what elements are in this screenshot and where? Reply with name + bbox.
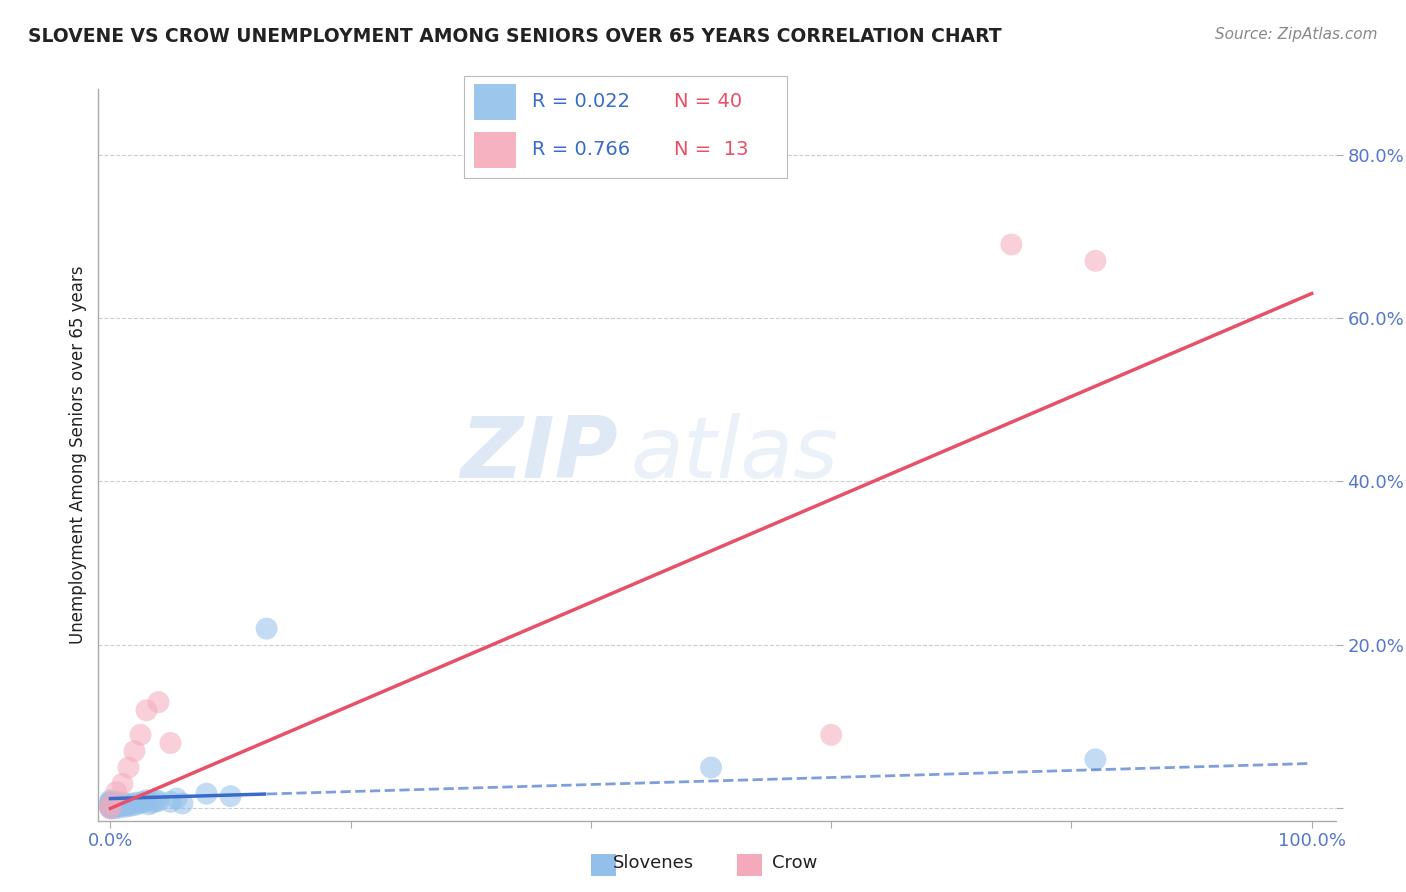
- Point: [111, 777, 134, 791]
- Point: [100, 795, 122, 809]
- Point: [135, 703, 157, 717]
- Point: [148, 794, 170, 808]
- Point: [114, 799, 136, 814]
- Point: [124, 744, 146, 758]
- FancyBboxPatch shape: [474, 84, 516, 120]
- Point: [124, 798, 146, 813]
- Point: [1084, 253, 1107, 268]
- Point: [108, 799, 131, 814]
- Point: [1000, 237, 1022, 252]
- Point: [172, 797, 194, 811]
- Point: [100, 799, 122, 814]
- Point: [100, 797, 122, 811]
- FancyBboxPatch shape: [474, 132, 516, 168]
- Point: [1084, 752, 1107, 766]
- Point: [100, 801, 122, 815]
- Point: [138, 797, 160, 812]
- Text: N =  13: N = 13: [675, 140, 748, 159]
- Point: [117, 797, 139, 812]
- Point: [700, 760, 723, 774]
- Text: SLOVENE VS CROW UNEMPLOYMENT AMONG SENIORS OVER 65 YEARS CORRELATION CHART: SLOVENE VS CROW UNEMPLOYMENT AMONG SENIO…: [28, 27, 1001, 45]
- Point: [115, 798, 138, 813]
- Point: [159, 736, 181, 750]
- Point: [111, 796, 134, 810]
- Point: [135, 793, 157, 807]
- Point: [105, 795, 128, 809]
- Point: [108, 800, 131, 814]
- Point: [117, 760, 139, 774]
- Point: [100, 797, 122, 812]
- Point: [145, 794, 167, 808]
- Point: [104, 799, 127, 814]
- Point: [129, 797, 152, 811]
- Point: [100, 797, 122, 812]
- Point: [100, 800, 122, 814]
- Point: [118, 799, 141, 814]
- Point: [132, 795, 155, 809]
- Point: [100, 796, 122, 810]
- Point: [103, 801, 125, 815]
- Point: [100, 801, 122, 815]
- Point: [219, 789, 242, 804]
- Text: R = 0.766: R = 0.766: [531, 140, 630, 159]
- Point: [125, 796, 148, 810]
- Text: ZIP: ZIP: [460, 413, 619, 497]
- Point: [195, 787, 218, 801]
- Point: [256, 622, 278, 636]
- Text: R = 0.022: R = 0.022: [531, 92, 630, 111]
- Point: [110, 797, 132, 812]
- Text: Slovenes: Slovenes: [613, 855, 695, 872]
- Point: [129, 728, 152, 742]
- Text: N = 40: N = 40: [675, 92, 742, 111]
- Text: Crow: Crow: [772, 855, 817, 872]
- Point: [105, 799, 128, 814]
- Point: [100, 798, 122, 813]
- Text: atlas: atlas: [630, 413, 838, 497]
- Point: [148, 695, 170, 709]
- Point: [105, 785, 128, 799]
- Point: [820, 728, 842, 742]
- Point: [100, 799, 122, 814]
- Point: [159, 795, 181, 809]
- Text: Source: ZipAtlas.com: Source: ZipAtlas.com: [1215, 27, 1378, 42]
- Y-axis label: Unemployment Among Seniors over 65 years: Unemployment Among Seniors over 65 years: [69, 266, 87, 644]
- Point: [166, 791, 188, 805]
- Point: [121, 797, 143, 811]
- Point: [141, 796, 163, 810]
- Point: [100, 793, 122, 807]
